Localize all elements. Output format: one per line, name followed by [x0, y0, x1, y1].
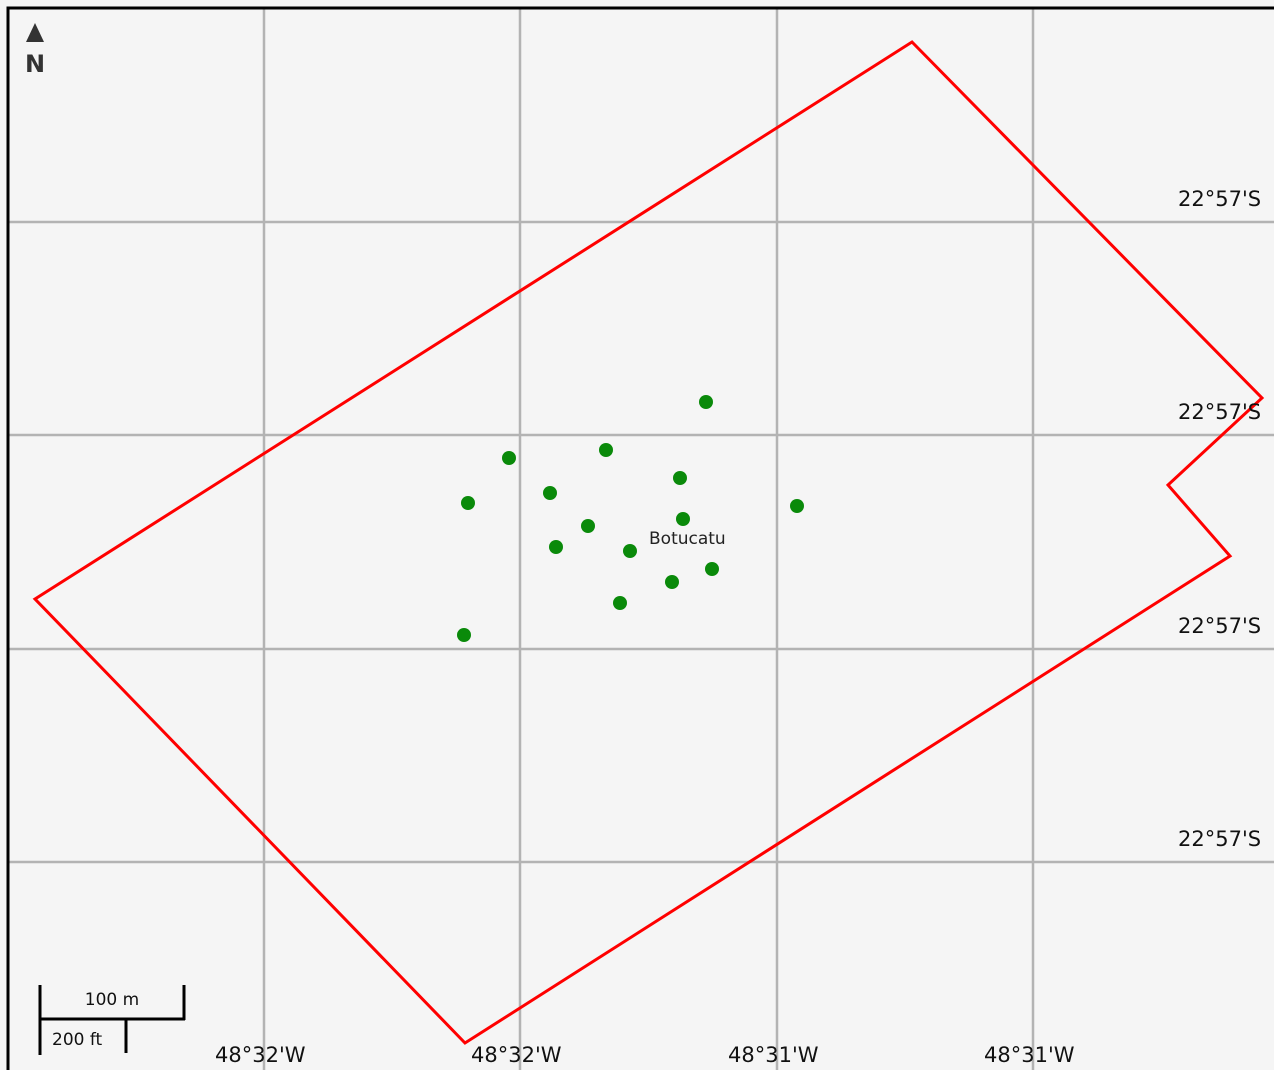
map-point[interactable]	[549, 540, 563, 554]
longitude-label: 48°31'W	[984, 1043, 1075, 1067]
map-point[interactable]	[502, 451, 516, 465]
boundary-polygon[interactable]	[32, 40, 1265, 1045]
latitude-label: 22°57'S	[1178, 827, 1261, 851]
map-point[interactable]	[581, 519, 595, 533]
map-point[interactable]	[623, 544, 637, 558]
scale-bar: 100 m 200 ft	[38, 985, 186, 1055]
north-arrow-letter: N	[25, 50, 45, 78]
map-point[interactable]	[705, 562, 719, 576]
map-point[interactable]	[599, 443, 613, 457]
map-point[interactable]	[457, 628, 471, 642]
longitude-label: 48°32'W	[471, 1043, 562, 1067]
latitude-label: 22°57'S	[1178, 614, 1261, 638]
north-arrow-icon	[26, 23, 44, 42]
map-point[interactable]	[673, 471, 687, 485]
latitude-label: 22°57'S	[1178, 400, 1261, 424]
latitude-label: 22°57'S	[1178, 187, 1261, 211]
map-frame	[6, 6, 1274, 1070]
scale-bar-imperial-label: 200 ft	[52, 1030, 103, 1050]
map-point[interactable]	[699, 395, 713, 409]
longitude-label: 48°32'W	[215, 1043, 306, 1067]
map-point[interactable]	[676, 512, 690, 526]
point-layer	[457, 395, 804, 642]
place-label: Botucatu	[649, 529, 726, 549]
map-point[interactable]	[665, 575, 679, 589]
graticule	[8, 8, 1274, 1070]
map-point[interactable]	[790, 499, 804, 513]
latitude-labels: 22°57'S 22°57'S 22°57'S 22°57'S	[1178, 187, 1261, 851]
longitude-label: 48°31'W	[728, 1043, 819, 1067]
map-point[interactable]	[461, 496, 475, 510]
map-point[interactable]	[613, 596, 627, 610]
map-point[interactable]	[543, 486, 557, 500]
north-arrow: N	[25, 23, 45, 78]
longitude-labels: 48°32'W 48°32'W 48°31'W 48°31'W	[215, 1043, 1075, 1067]
scale-bar-metric-label: 100 m	[85, 990, 139, 1010]
